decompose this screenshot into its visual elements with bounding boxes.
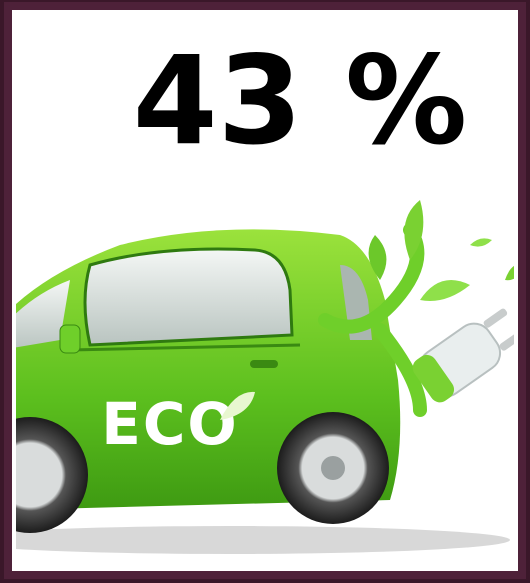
- leaf: [470, 238, 492, 247]
- handle: [250, 360, 278, 368]
- door-line: [69, 343, 301, 352]
- logo-leaf: [220, 391, 255, 420]
- window: [83, 247, 294, 347]
- leaf: [404, 200, 424, 260]
- windshield: [16, 280, 70, 348]
- leaf: [368, 235, 387, 280]
- car-label: ECO: [101, 390, 239, 458]
- leaf: [505, 265, 514, 281]
- shadow: [16, 526, 510, 554]
- car-illustration: ECO: [16, 200, 514, 554]
- front-wheel: [16, 417, 88, 533]
- plug: [412, 308, 514, 403]
- mirror: [59, 324, 81, 354]
- hub: [321, 456, 345, 480]
- headline: 43 %: [133, 30, 468, 172]
- leaf: [420, 280, 470, 301]
